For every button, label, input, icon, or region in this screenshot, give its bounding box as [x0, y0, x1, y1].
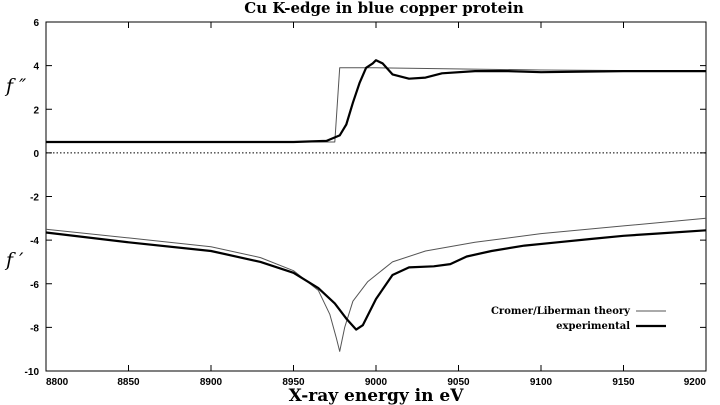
y-label-f-double-prime: f ″	[4, 75, 26, 97]
x-tick-label-2: 8900	[200, 377, 223, 388]
y-tick-label-8: -10	[25, 367, 40, 378]
series-line-theory-f-double-prime	[46, 67, 707, 143]
series-line-experimental-f-double-prime	[46, 59, 706, 144]
series-lines	[45, 59, 707, 352]
y-tick-label-2: 2	[33, 105, 39, 116]
x-tick-label-3: 8950	[282, 377, 305, 388]
y-tick-label-6: -6	[30, 280, 39, 291]
x-tick-label-5: 9050	[447, 377, 470, 388]
x-tick-label-8: 9200	[684, 377, 707, 388]
legend: Cromer/Liberman theory experimental	[491, 306, 666, 332]
x-axis-ticks: 8800 8850 8900 8950 9000 9050 9100 9150 9200	[45, 22, 707, 388]
series-line-theory-f-prime	[45, 217, 707, 352]
y-axis-ticks: 6 4 2 0 -2 -4 -6 -8 -10	[25, 18, 706, 378]
x-tick-label-0: 8800	[46, 377, 69, 388]
y-tick-label-4: -2	[30, 193, 39, 204]
x-axis-label: X-ray energy in eV	[289, 386, 465, 405]
chart-title: Cu K-edge in blue copper protein	[244, 0, 524, 17]
legend-label-experimental: experimental	[556, 321, 630, 332]
y-tick-label-3: 0	[33, 149, 39, 160]
y-tick-label-1: 4	[33, 62, 39, 73]
plot-frame	[45, 21, 707, 372]
y-label-f-prime: f ′	[4, 249, 24, 271]
y-tick-label-0: 6	[33, 18, 39, 29]
y-tick-label-5: -4	[30, 236, 39, 247]
x-tick-label-4: 9000	[365, 377, 388, 388]
x-tick-label-1: 8850	[117, 377, 140, 388]
legend-label-theory: Cromer/Liberman theory	[491, 306, 631, 317]
x-tick-label-7: 9150	[612, 377, 635, 388]
x-tick-label-6: 9100	[530, 377, 553, 388]
y-tick-label-7: -8	[30, 323, 39, 334]
series-line-experimental-f-prime	[45, 229, 707, 331]
